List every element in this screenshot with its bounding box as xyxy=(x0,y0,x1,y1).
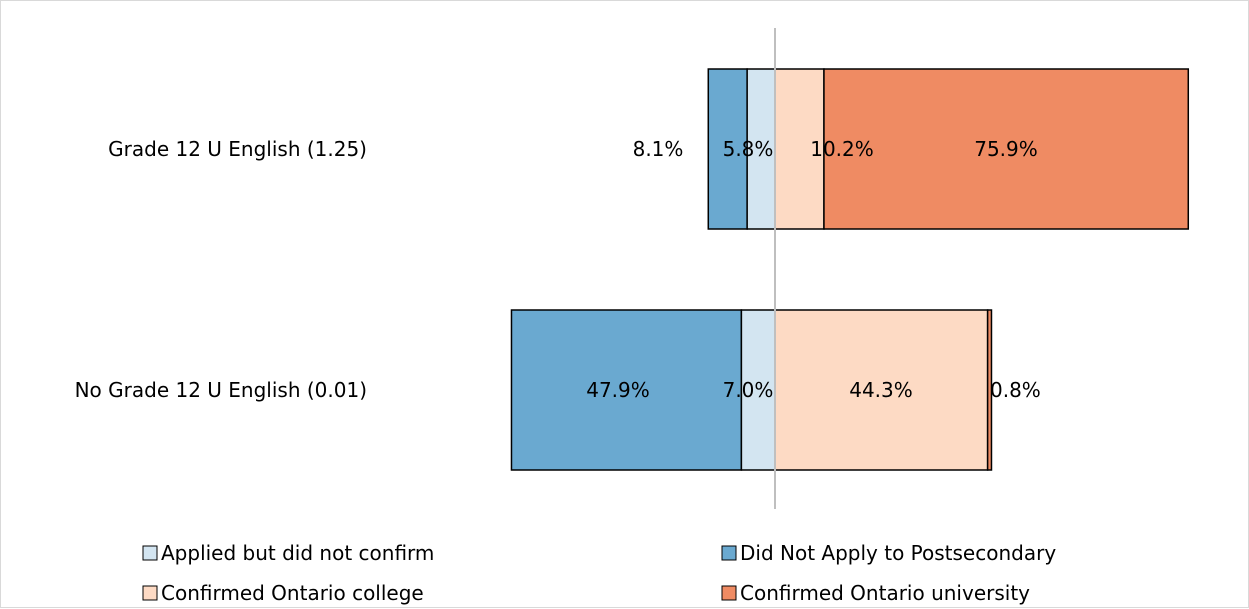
data-label-applied-but-did-not-confirm-grade-12-u-english-1-25: 5.8% xyxy=(723,137,774,161)
bar-confirmed-ontario-college-no-grade-12-u-english-0-01 xyxy=(774,309,989,471)
bar-confirmed-ontario-college-grade-12-u-english-1-25 xyxy=(774,68,825,230)
legend-layer: Applied but did not confirm Did Not Apply… xyxy=(142,541,1056,605)
data-label-confirmed-ontario-college-grade-12-u-english-1-25: 10.2% xyxy=(810,137,874,161)
legend-label-did-not-apply-to-postsecondary: Did Not Apply to Postsecondary xyxy=(740,541,1056,565)
bar-applied-but-did-not-confirm-grade-12-u-english-1-25 xyxy=(746,68,776,230)
legend-label-confirmed-ontario-college: Confirmed Ontario college xyxy=(161,581,424,605)
data-label-applied-but-did-not-confirm-no-grade-12-u-english-0-01: 7.0% xyxy=(723,378,774,402)
legend-label-confirmed-ontario-university: Confirmed Ontario university xyxy=(740,581,1030,605)
legend-swatch-did-not-apply-to-postsecondary xyxy=(721,545,737,561)
category-label-grade-12-u-english-1-25: Grade 12 U English (1.25) xyxy=(108,137,367,161)
bar-did-not-apply-to-postsecondary-no-grade-12-u-english-0-01 xyxy=(510,309,743,471)
data-label-did-not-apply-to-postsecondary-grade-12-u-english-1-25: 8.1% xyxy=(633,137,684,161)
bar-did-not-apply-to-postsecondary-grade-12-u-english-1-25 xyxy=(707,68,748,230)
legend-swatch-applied-but-did-not-confirm xyxy=(142,545,158,561)
data-label-did-not-apply-to-postsecondary-no-grade-12-u-english-0-01: 47.9% xyxy=(586,378,650,402)
bars-layer xyxy=(510,68,1190,471)
category-label-no-grade-12-u-english-0-01: No Grade 12 U English (0.01) xyxy=(75,378,367,402)
labels-layer: Grade 12 U English (1.25) No Grade 12 U E… xyxy=(75,137,1041,402)
bar-confirmed-ontario-university-no-grade-12-u-english-0-01 xyxy=(986,309,993,471)
legend-label-applied-but-did-not-confirm: Applied but did not confirm xyxy=(161,541,434,565)
data-label-confirmed-ontario-university-grade-12-u-english-1-25: 75.9% xyxy=(974,137,1038,161)
bar-confirmed-ontario-university-grade-12-u-english-1-25 xyxy=(823,68,1190,230)
legend-swatch-confirmed-ontario-university xyxy=(721,585,737,601)
data-label-confirmed-ontario-college-no-grade-12-u-english-0-01: 44.3% xyxy=(849,378,913,402)
bar-applied-but-did-not-confirm-no-grade-12-u-english-0-01 xyxy=(740,309,776,471)
data-label-confirmed-ontario-university-no-grade-12-u-english-0-01: 0.8% xyxy=(990,378,1041,402)
legend-swatch-confirmed-ontario-college xyxy=(142,585,158,601)
